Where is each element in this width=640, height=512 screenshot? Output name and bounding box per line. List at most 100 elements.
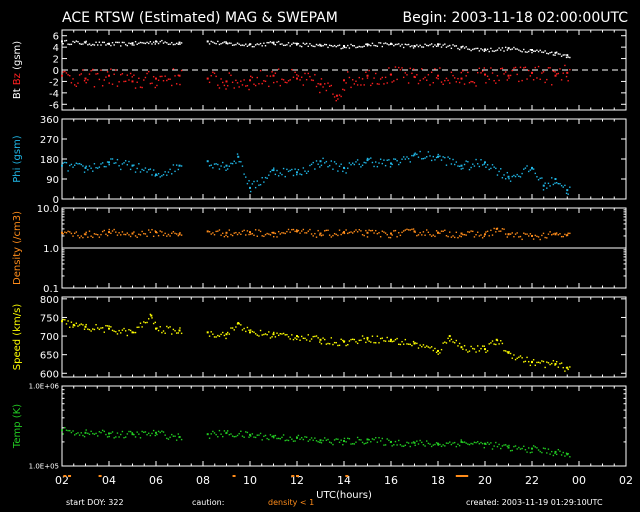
x-tick-label: 16 [384,474,398,487]
data-point [523,48,525,51]
data-point [496,339,499,342]
data-point [223,430,226,432]
data-point [246,431,249,434]
data-point [120,45,122,47]
data-point [159,230,161,232]
data-point [373,232,375,234]
data-point [402,343,405,345]
caution-mark [296,475,299,477]
data-point [444,79,446,82]
data-point [240,430,242,433]
data-point [90,167,92,169]
data-point [437,78,439,80]
data-point [103,165,105,168]
data-point [422,78,425,80]
data-point [437,43,439,46]
data-point [134,331,137,334]
data-point [106,71,109,73]
data-point [389,340,392,343]
y-axis-label-part: (gsm) [12,41,23,73]
data-point [447,45,449,47]
data-point [299,232,301,234]
data-point [138,233,140,236]
data-point [542,51,545,54]
data-point [161,331,163,334]
data-point [213,42,216,44]
data-point [148,70,150,73]
data-point [178,329,181,332]
data-point [75,322,78,324]
data-point [356,342,359,345]
data-point [84,41,87,44]
data-point [95,324,97,326]
data-point [421,234,423,236]
data-point [478,67,481,70]
data-point [555,453,558,456]
data-point [126,334,129,337]
data-point [250,329,252,331]
data-point [531,166,533,169]
data-point [414,231,416,233]
data-point [241,230,244,233]
data-point [426,44,428,47]
data-point [478,350,481,352]
data-point [567,368,569,371]
data-point [371,42,374,45]
data-point [449,44,451,47]
data-point [449,340,451,342]
data-point [253,234,255,236]
data-point [98,236,101,238]
data-point [562,72,564,74]
data-point [442,156,444,158]
data-point [233,160,235,162]
data-point [110,68,112,70]
data-point [146,433,148,436]
data-point [156,84,158,87]
data-point [391,163,393,166]
data-point [368,439,370,441]
data-point [210,233,212,235]
data-point [343,79,345,82]
data-point [327,342,329,345]
x-tick-label: 20 [478,474,492,487]
data-point [407,229,410,231]
data-point [238,232,240,234]
data-point [370,230,372,232]
data-point [113,162,115,164]
data-point [171,433,173,436]
data-point [537,65,540,68]
data-point [342,47,344,49]
data-point [101,41,104,44]
data-point [116,432,119,434]
data-point [233,329,235,331]
data-point [230,162,232,165]
data-point [317,229,319,232]
data-point [88,230,91,232]
data-point [384,42,387,44]
data-point [80,323,82,325]
data-point [325,343,328,345]
data-point [296,44,298,46]
data-point [110,232,112,234]
y-axis-label-part: Bt [12,88,23,99]
data-point [65,323,68,325]
data-point [496,49,499,51]
data-point [406,228,408,231]
data-point [241,165,244,167]
data-point [314,74,316,76]
panel-frame-phi [61,118,627,200]
data-point [70,163,73,166]
data-point [448,335,451,338]
data-point [554,364,556,366]
data-point [327,46,329,49]
data-point [417,45,420,48]
data-point [343,231,345,234]
data-point [496,75,499,77]
data-point [116,333,119,335]
data-point [391,81,393,83]
data-point [457,443,459,445]
data-point [378,232,380,234]
data-point [231,327,234,329]
data-point [513,67,515,69]
data-point [393,44,395,47]
